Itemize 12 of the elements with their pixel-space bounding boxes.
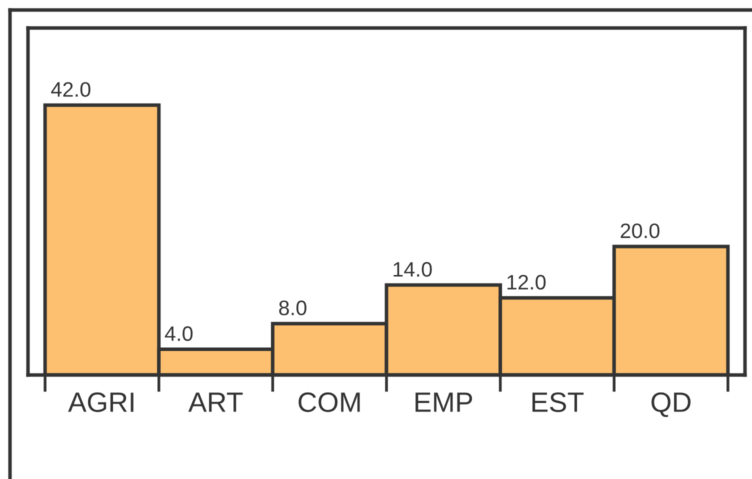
data-label: 42.0 [51,82,90,97]
data-label: 14.0 [394,262,432,277]
x-tick-label: QD [652,392,691,418]
data-label: 8.0 [279,300,306,316]
x-tick-label: COM [298,392,360,412]
data-label: 20.0 [620,223,660,238]
data-label: 4.0 [164,326,193,342]
x-tick-label: ART [188,392,243,412]
data-label: 12.0 [507,274,546,290]
x-tick-label: EST [532,392,584,412]
x-tick-label: EMP [416,392,472,412]
x-tick-label: AGRI [68,392,134,412]
